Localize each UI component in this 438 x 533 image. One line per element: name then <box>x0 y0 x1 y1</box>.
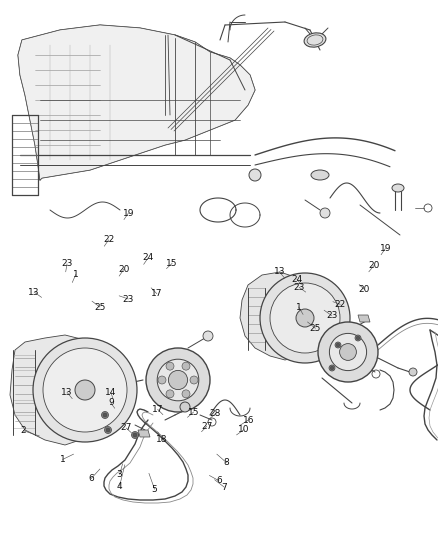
Text: 6: 6 <box>88 474 94 483</box>
Circle shape <box>33 338 137 442</box>
Circle shape <box>339 344 357 360</box>
Circle shape <box>190 376 198 384</box>
Text: 23: 23 <box>61 260 73 268</box>
Text: 15: 15 <box>166 259 178 268</box>
Polygon shape <box>358 315 370 322</box>
Circle shape <box>409 368 417 376</box>
Circle shape <box>106 428 110 432</box>
Circle shape <box>146 348 210 412</box>
Text: 23: 23 <box>326 311 337 320</box>
Text: 1: 1 <box>73 270 79 279</box>
Circle shape <box>320 208 330 218</box>
Circle shape <box>131 432 138 439</box>
Text: 4: 4 <box>117 482 122 490</box>
Text: 3: 3 <box>117 470 123 479</box>
Circle shape <box>133 433 137 437</box>
Circle shape <box>180 402 190 412</box>
Circle shape <box>75 380 95 400</box>
Circle shape <box>182 362 190 370</box>
Circle shape <box>356 336 360 340</box>
Circle shape <box>103 413 107 417</box>
Text: 27: 27 <box>201 422 212 431</box>
Text: 9: 9 <box>108 399 114 407</box>
Circle shape <box>296 309 314 327</box>
Text: 16: 16 <box>243 416 254 424</box>
Circle shape <box>168 370 187 390</box>
Text: 1: 1 <box>296 303 302 311</box>
Circle shape <box>260 273 350 363</box>
Circle shape <box>270 283 340 353</box>
Text: 25: 25 <box>94 303 106 311</box>
Circle shape <box>249 169 261 181</box>
Polygon shape <box>18 25 255 180</box>
Text: 2: 2 <box>21 426 26 435</box>
Circle shape <box>157 359 199 401</box>
Circle shape <box>203 331 213 341</box>
Text: 13: 13 <box>274 268 285 276</box>
Text: 13: 13 <box>61 388 73 397</box>
Ellipse shape <box>304 33 326 47</box>
Circle shape <box>335 342 341 348</box>
Text: 22: 22 <box>103 236 114 244</box>
Text: 22: 22 <box>335 300 346 309</box>
Text: 28: 28 <box>210 409 221 418</box>
Text: 20: 20 <box>368 261 380 270</box>
Circle shape <box>355 335 361 341</box>
Circle shape <box>102 411 109 418</box>
Text: 20: 20 <box>359 285 370 294</box>
Ellipse shape <box>311 170 329 180</box>
Text: 6: 6 <box>216 477 222 485</box>
Text: 13: 13 <box>28 288 40 296</box>
Text: 19: 19 <box>380 244 391 253</box>
Circle shape <box>336 343 340 347</box>
Text: 24: 24 <box>291 275 303 284</box>
Circle shape <box>318 322 378 382</box>
Circle shape <box>158 376 166 384</box>
Circle shape <box>166 390 174 398</box>
Polygon shape <box>138 430 150 437</box>
Text: 18: 18 <box>156 435 168 443</box>
Circle shape <box>166 362 174 370</box>
Circle shape <box>329 365 335 371</box>
Ellipse shape <box>392 184 404 192</box>
Text: 10: 10 <box>238 425 250 434</box>
Circle shape <box>182 390 190 398</box>
Polygon shape <box>240 272 322 360</box>
Text: 23: 23 <box>293 283 305 292</box>
Text: 24: 24 <box>142 254 154 262</box>
Text: 23: 23 <box>123 295 134 303</box>
Text: 7: 7 <box>221 483 227 491</box>
Text: 27: 27 <box>120 424 132 432</box>
Text: 1: 1 <box>60 455 66 464</box>
Circle shape <box>330 366 334 370</box>
Circle shape <box>329 334 367 370</box>
Text: 8: 8 <box>223 458 230 467</box>
Circle shape <box>43 348 127 432</box>
Text: 5: 5 <box>152 485 158 494</box>
Text: 25: 25 <box>310 324 321 333</box>
Circle shape <box>105 426 112 433</box>
Text: 17: 17 <box>151 289 162 298</box>
Text: 17: 17 <box>152 405 163 414</box>
Text: 14: 14 <box>105 388 117 397</box>
Polygon shape <box>10 335 110 445</box>
Text: 20: 20 <box>118 265 130 273</box>
Text: 19: 19 <box>123 209 134 217</box>
Text: 15: 15 <box>188 408 199 416</box>
